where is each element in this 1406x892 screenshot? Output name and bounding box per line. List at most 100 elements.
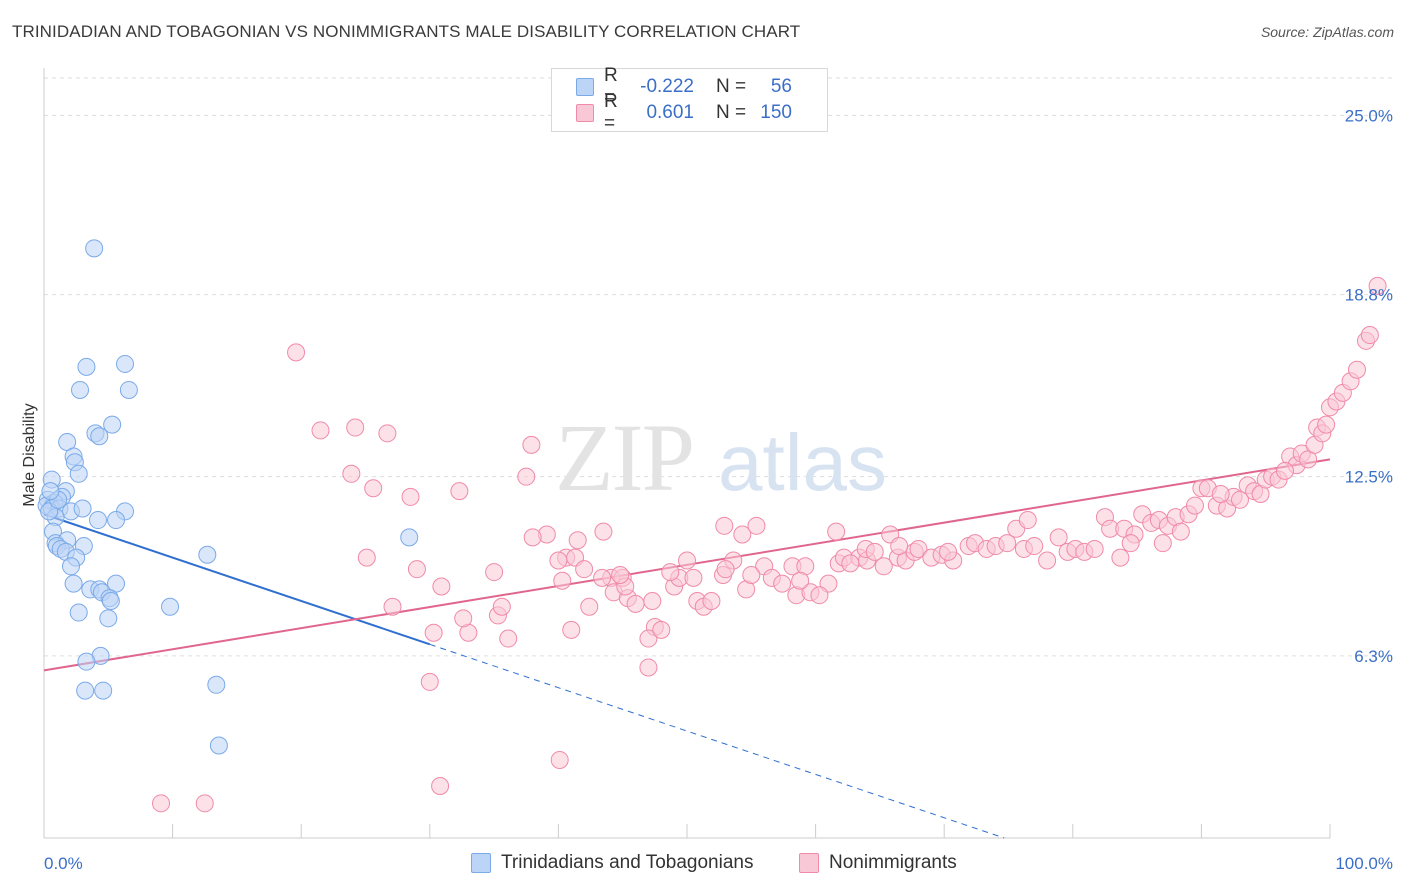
source-label: Source: ZipAtlas.com	[1260, 24, 1394, 40]
point-nonimmigrant	[450, 482, 469, 501]
point-nonimmigrant	[431, 776, 450, 795]
point-nonimmigrant	[401, 487, 420, 506]
n-label: N =	[716, 102, 747, 123]
point-nonimmigrant	[611, 565, 630, 584]
point-nonimmigrant	[499, 629, 518, 648]
y-tick-label: 25.0%	[1345, 106, 1393, 125]
y-tick-label: 6.3%	[1354, 647, 1393, 666]
legend-label: Trinidadians and Tobagonians	[501, 852, 754, 873]
point-trinidadian	[85, 239, 104, 258]
point-nonimmigrant	[652, 620, 671, 639]
point-trinidadian	[103, 415, 122, 434]
point-nonimmigrant	[553, 571, 572, 590]
point-nonimmigrant	[1085, 539, 1104, 558]
legend-swatch-blue	[576, 78, 594, 96]
legend-row-trinidadian: R = -0.222 N = 56	[576, 65, 792, 108]
point-nonimmigrant	[661, 563, 680, 582]
point-nonimmigrant	[378, 424, 397, 443]
point-trinidadian	[69, 603, 88, 622]
watermark: ZIP atlas	[555, 404, 887, 511]
point-trinidadian	[198, 545, 217, 564]
point-nonimmigrant	[454, 609, 473, 628]
point-nonimmigrant	[747, 516, 766, 535]
point-trinidadian	[207, 675, 226, 694]
point-nonimmigrant	[733, 525, 752, 544]
point-nonimmigrant	[1348, 360, 1367, 379]
y-tick-labels: 6.3% 12.5% 18.8% 25.0%	[1345, 106, 1393, 666]
point-nonimmigrant	[562, 620, 581, 639]
point-nonimmigrant	[939, 542, 958, 561]
point-nonimmigrant	[523, 528, 542, 547]
legend-item-trinidadians[interactable]: Trinidadians and Tobagonians	[471, 852, 753, 874]
point-nonimmigrant	[1121, 534, 1140, 553]
point-trinidadian	[69, 464, 88, 483]
point-nonimmigrant	[702, 591, 721, 610]
point-nonimmigrant	[568, 531, 587, 550]
point-trinidadian	[107, 511, 126, 530]
point-nonimmigrant	[364, 479, 383, 498]
point-trinidadian	[94, 681, 113, 700]
point-nonimmigrant	[485, 563, 504, 582]
correlation-legend: R = -0.222 N = 56 R = 0.601 N = 150	[551, 65, 828, 134]
point-trinidadian	[161, 597, 180, 616]
point-nonimmigrant	[1025, 537, 1044, 556]
point-nonimmigrant	[594, 522, 613, 541]
point-trinidadian	[209, 736, 228, 755]
point-nonimmigrant	[643, 591, 662, 610]
n-label: N =	[716, 76, 747, 97]
point-nonimmigrant	[742, 565, 761, 584]
point-nonimmigrant	[716, 560, 735, 579]
point-nonimmigrant	[492, 597, 511, 616]
point-nonimmigrant	[342, 464, 361, 483]
point-trinidadian	[116, 354, 135, 373]
point-nonimmigrant	[909, 539, 928, 558]
point-nonimmigrant	[432, 577, 451, 596]
point-trinidadian	[119, 380, 138, 399]
point-nonimmigrant	[1275, 461, 1294, 480]
point-trinidadian	[400, 528, 419, 547]
point-trinidadian	[64, 574, 83, 593]
point-nonimmigrant	[890, 537, 909, 556]
n-value: 150	[760, 102, 792, 123]
point-nonimmigrant	[1230, 490, 1249, 509]
r-label: R =	[604, 65, 618, 108]
legend-row-nonimmigrants: R = 0.601 N = 150	[576, 91, 792, 134]
point-nonimmigrant	[1360, 326, 1379, 345]
point-nonimmigrant	[639, 658, 658, 677]
point-nonimmigrant	[810, 586, 829, 605]
point-trinidadian	[90, 427, 109, 446]
point-nonimmigrant	[827, 522, 846, 541]
trend-line-trinidadian-extension	[429, 643, 1005, 839]
point-nonimmigrant	[195, 794, 214, 813]
point-nonimmigrant	[998, 534, 1017, 553]
point-nonimmigrant	[684, 568, 703, 587]
point-nonimmigrant	[1185, 496, 1204, 515]
point-nonimmigrant	[865, 542, 884, 561]
point-nonimmigrant	[791, 571, 810, 590]
chart-title: TRINIDADIAN AND TOBAGONIAN VS NONIMMIGRA…	[12, 22, 801, 41]
point-nonimmigrant	[1211, 485, 1230, 504]
point-nonimmigrant	[346, 418, 365, 437]
legend-swatch-blue	[471, 853, 491, 873]
point-nonimmigrant	[715, 516, 734, 535]
point-nonimmigrant	[1111, 548, 1130, 567]
point-trinidadian	[77, 357, 96, 376]
point-nonimmigrant	[1049, 528, 1068, 547]
point-trinidadian	[41, 482, 60, 501]
point-nonimmigrant	[626, 594, 645, 613]
point-nonimmigrant	[550, 750, 569, 769]
point-nonimmigrant	[593, 568, 612, 587]
r-label: R =	[604, 91, 618, 134]
legend-swatch-pink	[576, 104, 594, 122]
legend-item-nonimmigrants[interactable]: Nonimmigrants	[799, 852, 957, 874]
point-nonimmigrant	[287, 343, 306, 362]
point-trinidadian	[73, 499, 92, 518]
point-nonimmigrant	[1317, 415, 1336, 434]
r-value: 0.601	[646, 102, 694, 123]
point-nonimmigrant	[1153, 534, 1172, 553]
point-nonimmigrant	[311, 421, 330, 440]
point-trinidadian	[71, 380, 90, 399]
point-nonimmigrant	[678, 551, 696, 570]
legend-swatch-pink	[799, 853, 819, 873]
